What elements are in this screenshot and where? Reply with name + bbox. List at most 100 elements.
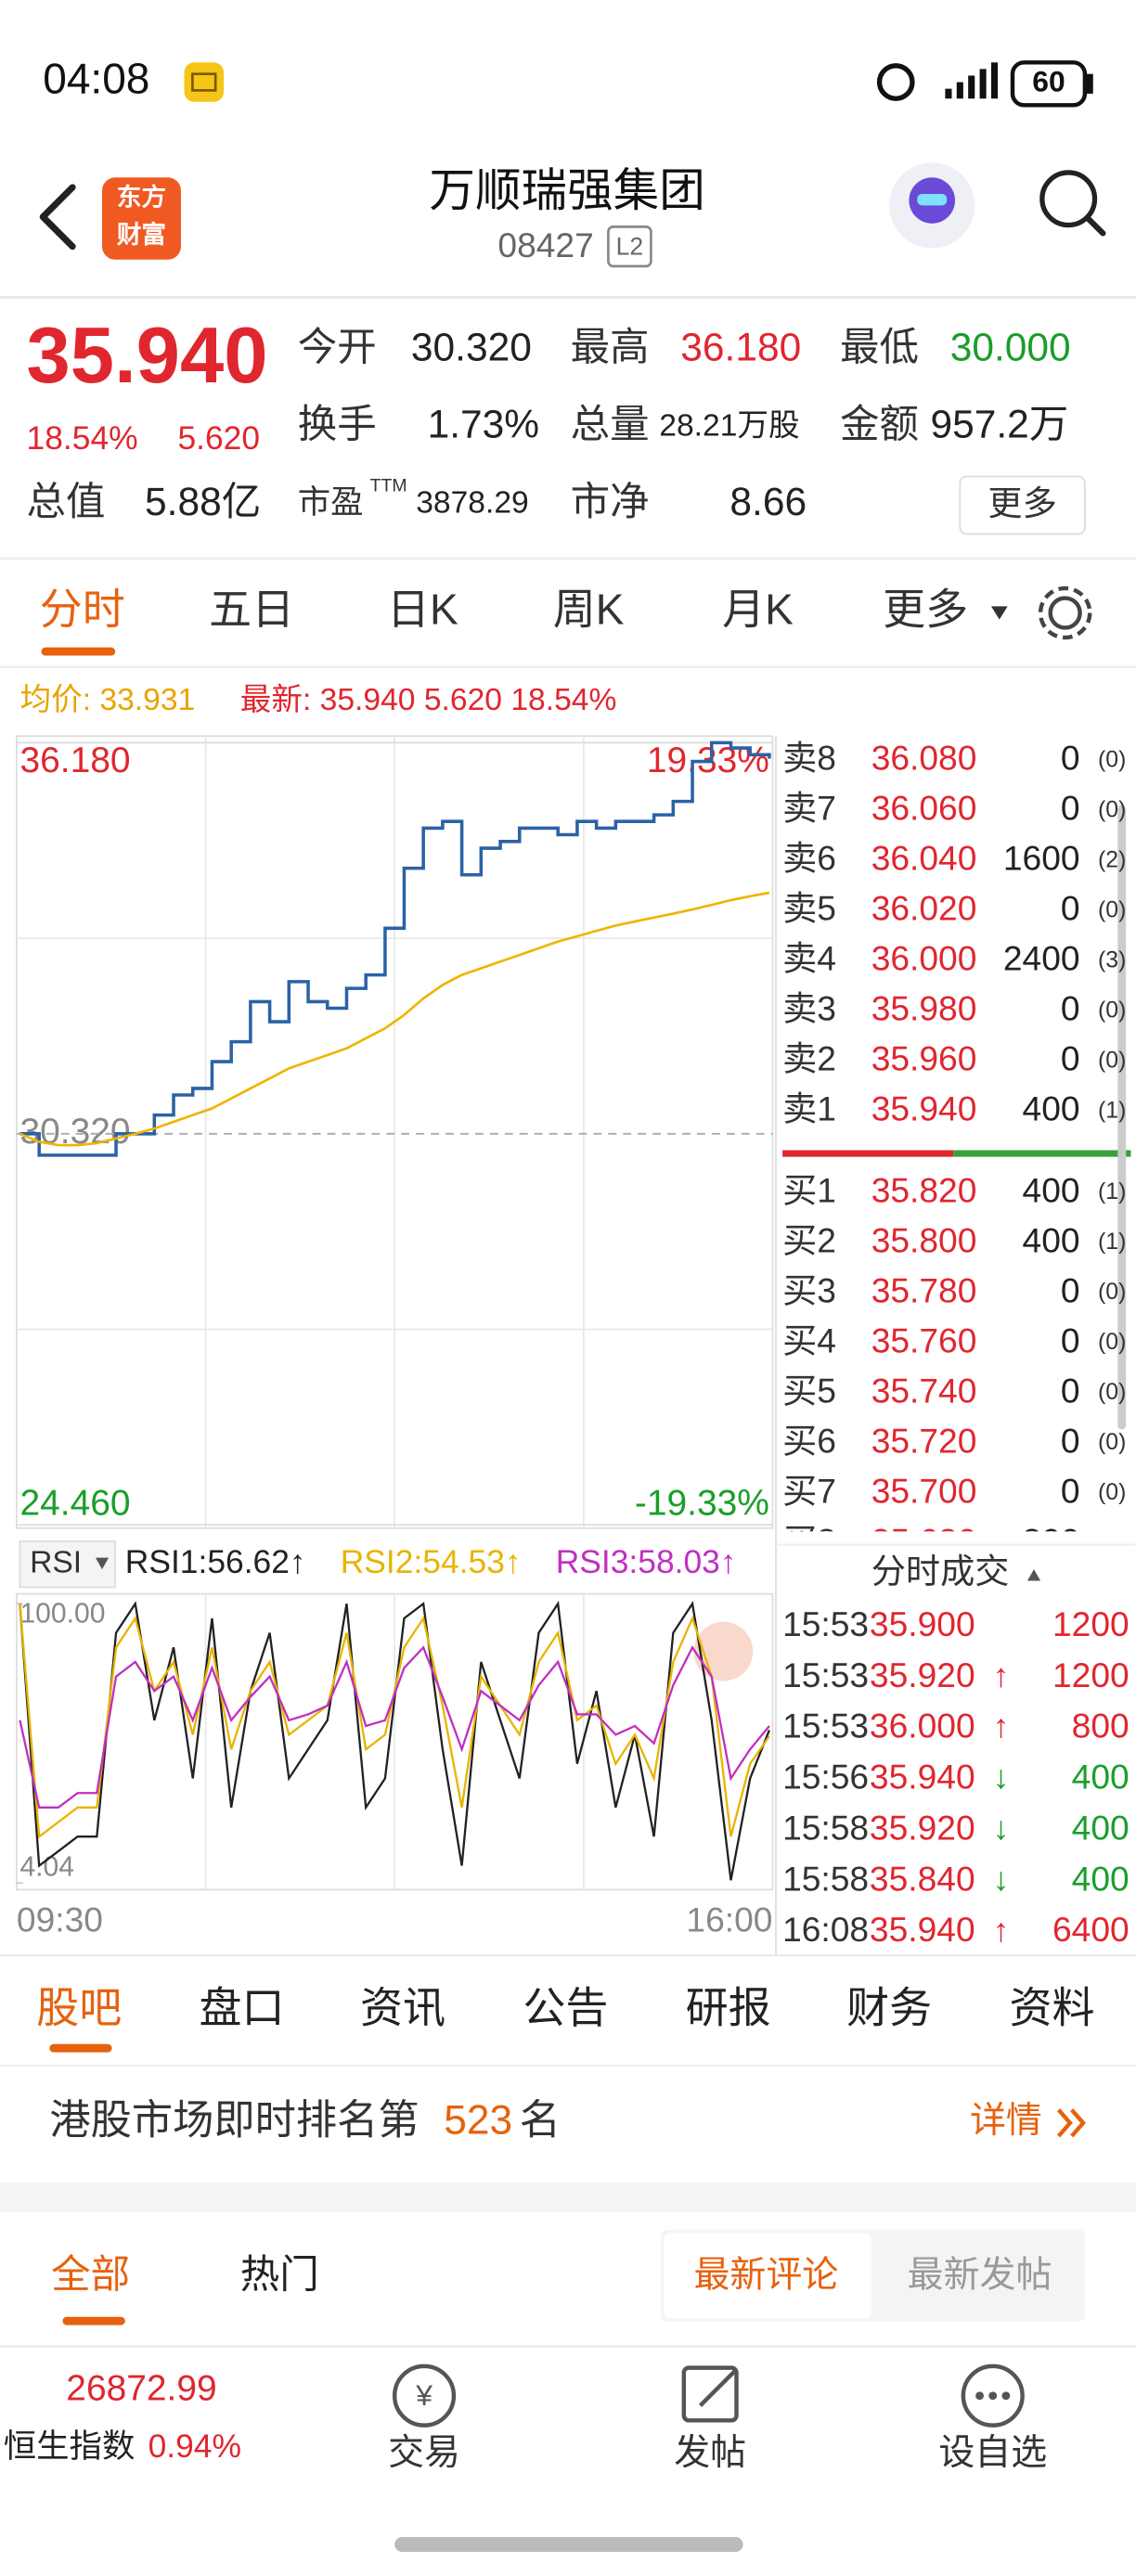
index-value: 26872.99: [66, 2369, 216, 2409]
indicator-name[interactable]: RSI: [30, 1546, 82, 1580]
section-tab[interactable]: 公告: [523, 1984, 608, 2032]
book-volume: 0: [1061, 1421, 1080, 1460]
trade-direction: ↑: [993, 1912, 1010, 1949]
sort-tab-active[interactable]: [664, 2233, 871, 2319]
trade-price: 35.840: [870, 1859, 975, 1898]
trade-price: 35.940: [870, 1758, 975, 1797]
field-value: 30.000: [950, 326, 1071, 369]
section-tab[interactable]: 财务: [846, 1984, 932, 2032]
period-tab[interactable]: 更多: [883, 586, 968, 634]
section-tab[interactable]: 盘口: [199, 1984, 284, 2032]
book-count: (0): [1098, 747, 1126, 772]
ranking-text: 名: [520, 2097, 561, 2143]
period-tab[interactable]: 周K: [553, 586, 625, 634]
book-label: 卖7: [782, 789, 836, 828]
trade-direction: ↓: [993, 1861, 1010, 1898]
book-label: 卖4: [782, 939, 836, 978]
trade-icon[interactable]: [392, 2363, 457, 2428]
book-label: 买4: [782, 1320, 836, 1359]
period-tab[interactable]: 月K: [722, 586, 794, 634]
book-volume: 2400: [1003, 939, 1080, 978]
book-volume: 0: [1061, 889, 1080, 928]
field-value: 3878.29: [416, 486, 529, 521]
detail-link[interactable]: 详情: [970, 2101, 1042, 2141]
book-price: 35.800: [871, 1220, 977, 1259]
field-value: 957.2万: [930, 404, 1068, 447]
post-icon[interactable]: [681, 2365, 739, 2423]
trade-volume: 1200: [1052, 1604, 1130, 1643]
book-count: (3): [1098, 947, 1126, 972]
sort-tab[interactable]: 最新评论: [693, 2256, 838, 2296]
field-label: 换手: [298, 404, 377, 447]
book-count: (1): [1098, 1098, 1126, 1123]
book-price: 35.780: [871, 1270, 977, 1309]
latest-legend: 最新: 35.940 5.620 18.54%: [240, 682, 617, 717]
badge-box: [607, 225, 652, 268]
average-line: [19, 891, 770, 1147]
period-tab[interactable]: 日K: [387, 586, 458, 634]
pencil: [698, 2367, 739, 2407]
mail-glyph: [191, 72, 217, 92]
period-tab[interactable]: 分时: [40, 586, 125, 634]
settings-button[interactable]: [1048, 596, 1082, 630]
field-label: 市盈: [298, 483, 364, 521]
more-label[interactable]: 更多: [988, 483, 1056, 522]
book-count: (0): [1098, 1480, 1126, 1505]
section-tab[interactable]: 股吧: [36, 1984, 122, 2032]
comment-tab[interactable]: 热门: [240, 2253, 319, 2297]
search-handle: [1085, 215, 1106, 237]
action-label[interactable]: 发帖: [674, 2433, 746, 2473]
book-count: (0): [1098, 1280, 1126, 1305]
scrollbar: [1117, 805, 1127, 1430]
book-volume: 0: [1061, 739, 1080, 778]
section-tab[interactable]: 研报: [686, 1984, 771, 2032]
sort-tab[interactable]: 最新发帖: [908, 2256, 1052, 2296]
battery-level: 60: [1032, 65, 1065, 98]
tab-underline: [41, 647, 116, 656]
legend-entry: RSI3:58.03↑: [556, 1543, 737, 1580]
period-tab[interactable]: 五日: [209, 586, 294, 634]
book-price: 36.060: [871, 789, 977, 828]
more-button[interactable]: [959, 475, 1086, 535]
logo-text: 东方: [117, 183, 166, 211]
section-tab[interactable]: 资料: [1009, 1984, 1094, 2032]
back-button[interactable]: [39, 184, 76, 251]
book-count: (1): [1098, 1230, 1126, 1255]
book-label: 买5: [782, 1371, 836, 1410]
comment-tab[interactable]: 全部: [51, 2253, 130, 2297]
logo-text: 财富: [117, 221, 166, 249]
action-label[interactable]: 交易: [388, 2433, 460, 2473]
app-logo[interactable]: [101, 177, 181, 260]
trade-volume: 6400: [1052, 1910, 1130, 1949]
trade-direction: ↑: [993, 1656, 1010, 1694]
book-volume: 0: [1061, 1371, 1080, 1410]
trade-price: 36.000: [870, 1707, 975, 1745]
book-label: 买1: [782, 1170, 836, 1209]
change-percent: 18.54%: [27, 419, 138, 457]
settings-gear: [1038, 586, 1092, 640]
x-tick-label: 09:30: [17, 1900, 103, 1939]
field-label: 总量: [571, 404, 650, 447]
field-label: 市净: [571, 481, 650, 524]
book-count: (0): [1098, 797, 1126, 822]
action-label[interactable]: 设自选: [938, 2433, 1047, 2473]
trade-time: 15:53: [782, 1655, 869, 1694]
book-price: 35.700: [871, 1471, 977, 1510]
sort-arrow: [1026, 1569, 1041, 1581]
trade-price: 35.920: [870, 1808, 975, 1847]
field-value: 1.73%: [428, 404, 539, 447]
book-volume: 400: [1023, 1170, 1080, 1209]
detail-chevron: [1056, 2108, 1087, 2138]
y-tick-label: 36.180: [19, 741, 130, 780]
trade-time: 15:58: [782, 1859, 869, 1898]
trade-direction: ↓: [993, 1810, 1010, 1847]
change-amount: 5.620: [177, 419, 260, 457]
avatar-visor: [917, 193, 948, 206]
section-tab[interactable]: 资讯: [360, 1984, 445, 2032]
dots: [975, 2391, 1011, 2401]
watchlist-icon[interactable]: [961, 2363, 1025, 2428]
search-button[interactable]: [1039, 170, 1098, 228]
order-book: 卖8 36.080 0 (0) 卖7 36.060 0 (0) 卖6 36.040 1600 (2) 卖…: [782, 739, 1126, 1532]
index-change: 0.94%: [148, 2428, 241, 2465]
